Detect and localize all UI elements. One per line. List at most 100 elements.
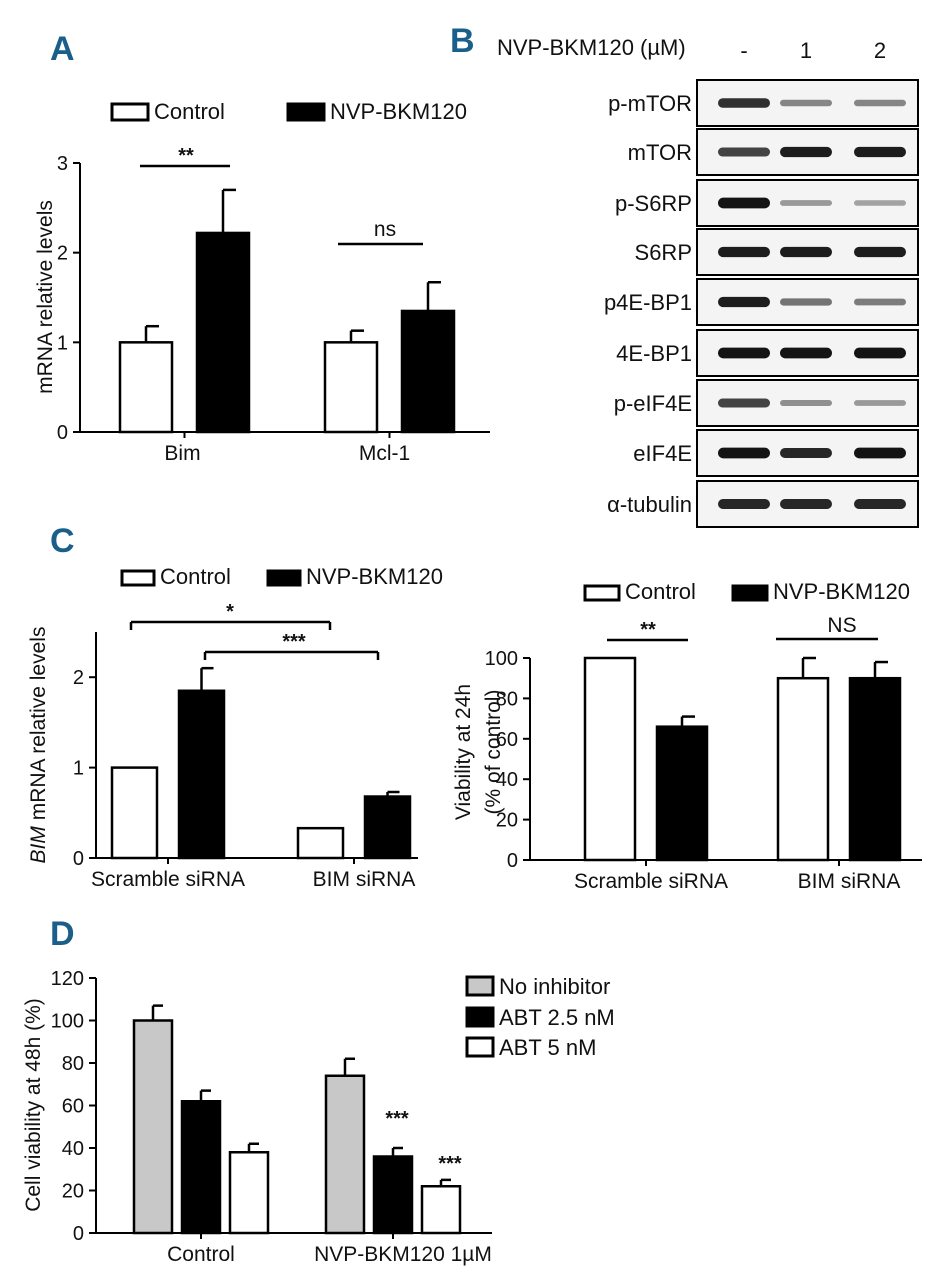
lane-label: 2 bbox=[874, 38, 886, 63]
y-axis-label: Viability at 24h bbox=[452, 684, 475, 820]
blot-band bbox=[718, 347, 770, 359]
y-tick-label: 80 bbox=[62, 1053, 84, 1075]
x-tick-label: BIM siRNA bbox=[313, 868, 416, 891]
bar-c-right-0-1 bbox=[655, 725, 709, 862]
y-tick-label: 0 bbox=[57, 422, 68, 444]
x-tick-label: Scramble siRNA bbox=[574, 870, 728, 893]
bar-c-right-1-0 bbox=[776, 676, 830, 862]
blot-row-label: mTOR bbox=[628, 140, 692, 165]
blot-band bbox=[780, 347, 832, 359]
legend-swatch bbox=[583, 584, 621, 602]
blot-band bbox=[780, 146, 832, 158]
lane-label: - bbox=[740, 38, 747, 63]
y-tick-label: 40 bbox=[496, 769, 518, 791]
y-tick-label: 0 bbox=[73, 848, 84, 870]
blot-row-label: p4E-BP1 bbox=[604, 290, 692, 315]
legend-label-control: Control bbox=[154, 99, 225, 124]
significance-label: *** bbox=[438, 1153, 462, 1175]
y-axis-label-rest: mRNA relative levels bbox=[27, 627, 50, 827]
blot-header: NVP-BKM120 (µM) bbox=[497, 35, 686, 60]
bar-c-left-1-1 bbox=[363, 795, 412, 860]
panel-label-b: B bbox=[450, 22, 475, 60]
blot-band bbox=[854, 99, 906, 107]
bar-c-left-0-0 bbox=[110, 766, 159, 860]
y-axis-label: Cell viability at 48h (%) bbox=[22, 998, 45, 1212]
y-tick-label: 3 bbox=[57, 153, 68, 175]
legend-swatch bbox=[465, 1036, 495, 1058]
bar-d-1-2 bbox=[420, 1185, 462, 1235]
legend-swatch bbox=[465, 975, 495, 997]
bar-c-right-1-1 bbox=[848, 676, 902, 862]
y-tick-label: 0 bbox=[507, 850, 518, 872]
blot-band bbox=[718, 246, 770, 258]
y-axis-label-2: (% of control) bbox=[482, 690, 505, 815]
x-tick-label: BIM siRNA bbox=[798, 870, 901, 893]
panel-label-a: A bbox=[50, 30, 75, 68]
y-tick-label: 2 bbox=[73, 667, 84, 689]
y-tick-label: 1 bbox=[73, 758, 84, 780]
significance-label: *** bbox=[385, 1108, 409, 1130]
blot-band bbox=[718, 296, 770, 308]
bar-c-left-1-0 bbox=[296, 826, 345, 860]
blot-row-label: p-eIF4E bbox=[614, 391, 692, 416]
bar-d-0-1 bbox=[180, 1100, 222, 1235]
blot-band bbox=[718, 98, 770, 108]
significance-label: ** bbox=[640, 619, 656, 641]
significance-label: ** bbox=[178, 145, 194, 167]
chart-d: 0 20 40 60 80 100 120 Control NVP-BKM120 1µM Cell… bbox=[22, 968, 615, 1266]
bar-a-1-1 bbox=[400, 309, 456, 434]
chart-c-left: 0 1 2 Scramble siRNA BIM siRNA BIM mRNA relat… bbox=[27, 564, 443, 891]
blot-band bbox=[718, 197, 770, 209]
blot-band bbox=[854, 499, 906, 509]
x-tick-label: Bim bbox=[164, 442, 200, 465]
blot-band bbox=[854, 347, 906, 359]
legend-label-abt-2-5: ABT 2.5 nM bbox=[499, 1005, 615, 1030]
blot-row-label: eIF4E bbox=[633, 441, 692, 466]
legend-swatch bbox=[110, 102, 150, 122]
blot-band bbox=[718, 499, 770, 509]
y-tick-label: 0 bbox=[73, 1223, 84, 1245]
bar-d-1-1 bbox=[372, 1155, 414, 1235]
chart-b: NVP-BKM120 (µM) - 1 2 p-mTOR mTOR p-S6RP S6RP p4… bbox=[497, 35, 919, 528]
significance-label: *** bbox=[282, 631, 306, 653]
bar-d-0-0 bbox=[132, 1019, 174, 1235]
bar-a-1-0 bbox=[323, 341, 379, 434]
blot-band bbox=[780, 246, 832, 258]
bar-d-1-0 bbox=[324, 1074, 366, 1235]
y-tick-label: 20 bbox=[496, 810, 518, 832]
y-tick-label: 20 bbox=[62, 1181, 84, 1203]
panel-label-d: D bbox=[50, 915, 75, 953]
legend-label-treated: NVP-BKM120 bbox=[773, 579, 910, 604]
blot-band bbox=[718, 447, 770, 459]
bar-a-0-1 bbox=[195, 231, 251, 434]
y-axis-label: BIM mRNA relative levels bbox=[27, 627, 50, 864]
y-tick-label: 40 bbox=[62, 1138, 84, 1160]
legend-label-control: Control bbox=[625, 579, 696, 604]
blot-band bbox=[780, 448, 832, 458]
y-tick-label: 60 bbox=[496, 729, 518, 751]
x-tick-label: Scramble siRNA bbox=[91, 868, 245, 891]
legend-swatch bbox=[731, 584, 769, 602]
blot-band bbox=[780, 298, 832, 306]
blot-band bbox=[854, 246, 906, 258]
legend-label-treated: NVP-BKM120 bbox=[306, 564, 443, 589]
blot-band bbox=[718, 147, 770, 157]
blot-band bbox=[854, 146, 906, 158]
legend-swatch bbox=[286, 102, 326, 122]
blot-row-label: α-tubulin bbox=[607, 492, 692, 517]
x-tick-label: Control bbox=[167, 1243, 235, 1266]
blot-band bbox=[854, 298, 906, 306]
blot-band bbox=[780, 499, 832, 509]
blot-band bbox=[718, 398, 770, 408]
y-tick-label: 2 bbox=[57, 243, 68, 265]
y-tick-label: 100 bbox=[51, 1011, 84, 1033]
significance-label: ns bbox=[374, 218, 396, 241]
significance-label: * bbox=[226, 601, 234, 623]
legend-label-abt-5: ABT 5 nM bbox=[499, 1035, 596, 1060]
legend-swatch bbox=[465, 1006, 495, 1028]
y-axis-label: mRNA relative levels bbox=[34, 200, 57, 394]
lane-label: 1 bbox=[800, 38, 812, 63]
blot-band bbox=[854, 400, 906, 406]
legend-swatch bbox=[266, 569, 302, 587]
